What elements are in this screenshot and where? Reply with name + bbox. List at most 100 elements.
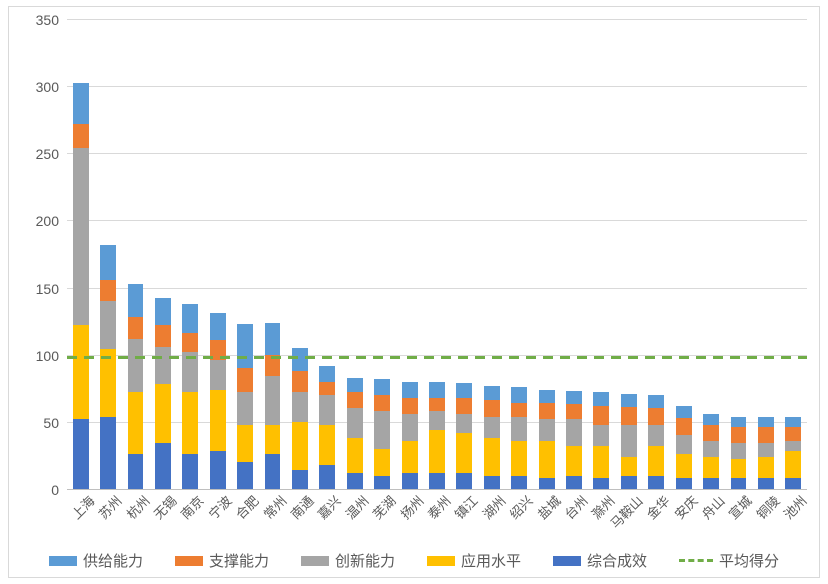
bar-segment-effectiveness — [100, 417, 116, 490]
bar-segment-support — [731, 427, 747, 443]
bar-segment-supply — [429, 382, 445, 398]
bar-segment-support — [100, 280, 116, 301]
bar-segment-support — [319, 382, 335, 395]
bar-segment-innovation — [210, 360, 226, 390]
bar-segment-supply — [648, 395, 664, 408]
bar-column — [511, 387, 527, 489]
bar-segment-supply — [511, 387, 527, 403]
bar-column — [456, 383, 472, 489]
bar-column — [292, 348, 308, 489]
bar-segment-effectiveness — [292, 470, 308, 489]
bar-segment-support — [73, 124, 89, 148]
x-tick-label: 宣城 — [724, 491, 756, 523]
legend-item-support: 支撑能力 — [175, 550, 269, 571]
bar-column — [676, 406, 692, 489]
bar-column — [484, 386, 500, 489]
legend-line-swatch — [679, 559, 713, 562]
bar-column — [237, 324, 253, 489]
x-tick-label: 舟山 — [697, 491, 729, 523]
bar-segment-application — [155, 384, 171, 443]
bar-segment-effectiveness — [785, 478, 801, 489]
bar-segment-supply — [402, 382, 418, 398]
bar-column — [621, 394, 637, 489]
bar-segment-application — [210, 390, 226, 452]
bar-segment-innovation — [676, 435, 692, 454]
bar-segment-effectiveness — [128, 454, 144, 489]
bar-column — [319, 366, 335, 490]
x-tick-label: 温州 — [340, 491, 372, 523]
bar-segment-application — [429, 430, 445, 473]
bar-segment-support — [785, 427, 801, 440]
bar-segment-effectiveness — [703, 478, 719, 489]
bar-column — [758, 417, 774, 489]
bar-segment-application — [374, 449, 390, 476]
y-tick-label: 350 — [36, 12, 59, 28]
legend-label: 综合成效 — [587, 550, 647, 571]
x-axis-labels: 上海苏州杭州无锡南京宁波合肥常州南通嘉兴温州芜湖扬州泰州镇江湖州绍兴盐城台州滁州… — [67, 491, 807, 537]
bar-segment-effectiveness — [429, 473, 445, 489]
bar-segment-innovation — [100, 301, 116, 349]
bar-segment-innovation — [73, 148, 89, 325]
bar-column — [265, 323, 281, 489]
bar-segment-application — [182, 392, 198, 454]
x-tick-label: 泰州 — [423, 491, 455, 523]
chart-container: 050100150200250300350 上海苏州杭州无锡南京宁波合肥常州南通… — [8, 6, 820, 578]
bar-segment-effectiveness — [210, 451, 226, 489]
x-tick-label: 湖州 — [477, 491, 509, 523]
y-tick-label: 150 — [36, 281, 59, 297]
bar-segment-application — [319, 425, 335, 465]
bar-column — [703, 414, 719, 489]
bar-segment-application — [539, 441, 555, 479]
bar-segment-effectiveness — [456, 473, 472, 489]
bar-segment-support — [539, 403, 555, 419]
legend-label: 应用水平 — [461, 550, 521, 571]
x-tick-label: 安庆 — [669, 491, 701, 523]
bar-segment-support — [758, 427, 774, 443]
bar-segment-support — [456, 398, 472, 414]
x-tick-label: 芜湖 — [368, 491, 400, 523]
x-tick-label: 台州 — [560, 491, 592, 523]
x-tick-label: 扬州 — [395, 491, 427, 523]
bar-segment-innovation — [593, 425, 609, 446]
bar-segment-effectiveness — [374, 476, 390, 489]
bar-column — [539, 390, 555, 489]
bar-segment-supply — [319, 366, 335, 382]
bar-segment-supply — [182, 304, 198, 334]
bar-segment-supply — [621, 394, 637, 407]
bar-segment-application — [456, 433, 472, 473]
bar-segment-innovation — [731, 443, 747, 459]
legend-label: 平均得分 — [719, 550, 779, 571]
legend-swatch — [553, 556, 581, 566]
bar-segment-supply — [703, 414, 719, 425]
bar-segment-effectiveness — [593, 478, 609, 489]
bar-segment-innovation — [566, 419, 582, 446]
bar-segment-application — [73, 325, 89, 419]
bar-segment-supply — [210, 313, 226, 340]
legend-swatch — [175, 556, 203, 566]
bar-segment-support — [593, 406, 609, 425]
bar-segment-supply — [128, 284, 144, 318]
bar-segment-innovation — [429, 411, 445, 430]
gridline: 0 — [67, 489, 807, 490]
x-tick-label: 上海 — [66, 491, 98, 523]
legend-swatch — [49, 556, 77, 566]
bar-segment-application — [402, 441, 418, 473]
bar-column — [155, 298, 171, 489]
x-tick-label: 杭州 — [121, 491, 153, 523]
bar-segment-supply — [73, 83, 89, 123]
bar-segment-application — [621, 457, 637, 476]
bar-segment-innovation — [402, 414, 418, 441]
bar-segment-supply — [265, 323, 281, 355]
bar-segment-supply — [374, 379, 390, 395]
y-tick-label: 200 — [36, 213, 59, 229]
bar-segment-supply — [155, 298, 171, 325]
bar-segment-support — [648, 408, 664, 424]
y-tick-label: 50 — [43, 415, 59, 431]
bar-segment-innovation — [237, 392, 253, 424]
bar-column — [402, 382, 418, 489]
bar-column — [128, 284, 144, 489]
x-tick-label: 盐城 — [532, 491, 564, 523]
bar-segment-innovation — [539, 419, 555, 440]
bar-column — [731, 417, 747, 489]
bar-segment-support — [237, 368, 253, 392]
